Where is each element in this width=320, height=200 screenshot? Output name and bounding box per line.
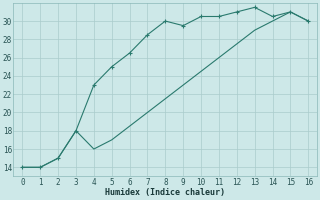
X-axis label: Humidex (Indice chaleur): Humidex (Indice chaleur): [105, 188, 225, 197]
